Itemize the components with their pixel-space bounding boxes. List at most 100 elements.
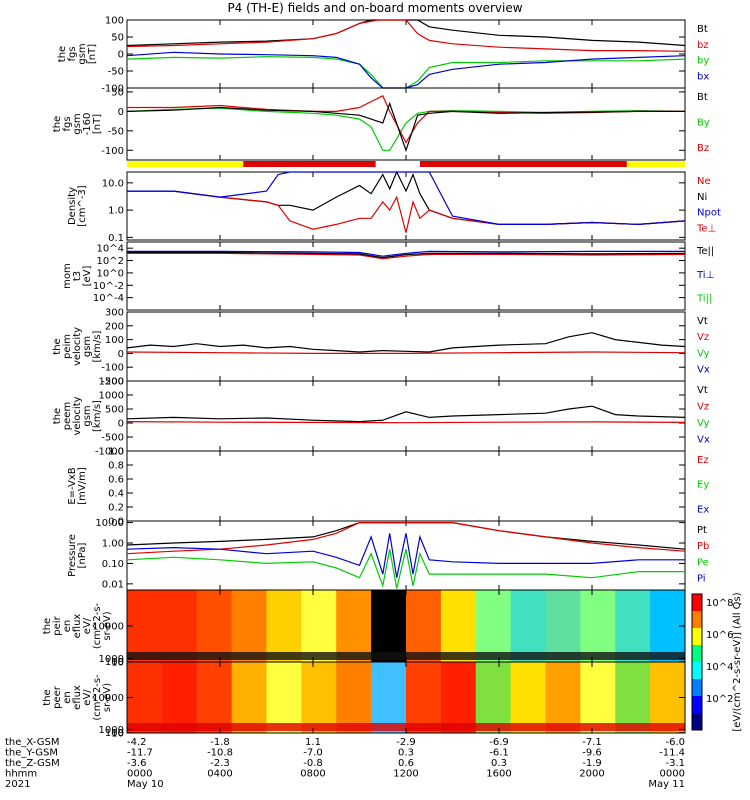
spectrogram-band xyxy=(371,590,407,662)
spectrogram-band xyxy=(196,662,233,733)
legend-entry: Te|| xyxy=(696,246,714,257)
y-tick-label: 0.4 xyxy=(108,489,124,500)
y-axis-label: eflux xyxy=(72,614,83,639)
colorbar-segment xyxy=(692,628,702,646)
series-line-by xyxy=(127,94,685,144)
y-tick-label: 10 xyxy=(111,728,124,739)
y-tick-label: 500 xyxy=(105,405,124,416)
spectrogram-band xyxy=(231,590,267,662)
series-line-tpar xyxy=(127,251,686,259)
y-tick-label: 1.0 xyxy=(108,447,124,458)
footer-value: 0000 xyxy=(660,769,685,780)
y-tick-label: 10.00 xyxy=(95,518,124,529)
legend-entry: Vt xyxy=(697,316,708,327)
legend-entry: Bt xyxy=(697,24,708,35)
footer-value: -7.1 xyxy=(582,737,602,748)
y-tick-label: -100 xyxy=(101,146,124,157)
spectrogram-band xyxy=(301,662,337,733)
y-tick-label: 1000 xyxy=(99,725,124,736)
spectrogram-band xyxy=(510,662,546,733)
spectrogram-band xyxy=(161,590,198,662)
footer-value: May 11 xyxy=(648,779,685,790)
spectrogram-band xyxy=(161,662,198,733)
y-axis-label: [nT] xyxy=(92,114,103,134)
y-tick-label: 10^-2 xyxy=(93,281,124,292)
y-tick-label: 100 xyxy=(105,16,124,27)
legend-entry: Ni xyxy=(697,192,707,203)
colorbar-segment xyxy=(692,645,702,663)
spectrogram-band xyxy=(406,590,442,662)
y-tick-label: 1500 xyxy=(99,377,124,388)
y-axis-label: the xyxy=(42,618,53,634)
y-tick-label: 10^0 xyxy=(97,268,124,279)
y-axis-label: fgs xyxy=(67,46,78,61)
y-axis-label: (cm^2-s- xyxy=(92,674,103,721)
y-tick-label: -50 xyxy=(108,67,124,78)
legend-entry: bz xyxy=(697,40,709,51)
y-tick-label: 10 xyxy=(111,657,124,668)
spectrogram-low-band xyxy=(127,723,685,731)
y-tick-label: -100 xyxy=(101,363,124,374)
series-line-te xyxy=(127,252,686,260)
footer-value: 0800 xyxy=(300,769,325,780)
panel-frame xyxy=(126,520,686,591)
y-tick-label: 10000 xyxy=(92,622,124,633)
footer-row-label: hhmm xyxy=(5,769,37,780)
series-line-npot xyxy=(127,171,686,226)
y-tick-label: 10000 xyxy=(92,693,124,704)
y-tick-label: 0 xyxy=(118,107,124,118)
footer-value: May 10 xyxy=(127,779,164,790)
series-line-vt xyxy=(126,332,686,353)
y-tick-label: 0.8 xyxy=(108,461,124,472)
colorbar-segment xyxy=(692,679,702,697)
footer-value: 0000 xyxy=(127,769,152,780)
legend-entry: Pe xyxy=(697,557,709,568)
legend-entry: Vt xyxy=(697,385,708,396)
footer-row-label: the_Z-GSM xyxy=(5,758,60,769)
y-tick-label: 10^2 xyxy=(97,256,124,267)
y-tick-label: 1000 xyxy=(99,654,124,665)
y-axis-label: peir xyxy=(52,615,63,635)
y-tick-label: 0.1 xyxy=(108,233,124,244)
y-axis-label: peer xyxy=(52,685,63,709)
y-axis-label: [nT] xyxy=(87,44,98,64)
footer-value: -6.9 xyxy=(489,737,509,748)
y-axis-label: en xyxy=(62,691,73,704)
mode-bar-segment xyxy=(127,161,244,167)
legend-entry: Vy xyxy=(697,348,710,359)
y-axis-label: peim xyxy=(62,334,73,359)
y-tick-label: 0.6 xyxy=(108,475,124,486)
y-axis-label: peem xyxy=(62,402,73,430)
panel-frame xyxy=(126,450,686,522)
spectrogram-band xyxy=(440,590,477,662)
spectrogram-band xyxy=(475,662,512,733)
y-tick-label: 0.2 xyxy=(108,503,124,514)
legend-entry: Vy xyxy=(697,418,710,429)
legend-entry: bx xyxy=(697,72,709,83)
spectrogram-band xyxy=(615,662,651,733)
y-tick-label: 0.10 xyxy=(102,559,124,570)
y-tick-label: 1000 xyxy=(99,391,124,402)
spectrogram-band xyxy=(545,662,581,733)
footer-value: 0.6 xyxy=(398,758,414,769)
y-tick-label: 300 xyxy=(105,308,124,319)
footer-value: -1.9 xyxy=(582,758,602,769)
y-axis-label: [eV] xyxy=(82,266,93,287)
series-line-vt xyxy=(126,405,686,423)
colorbar-tick-label: 10^6 xyxy=(706,630,733,641)
footer-row-label: 2021 xyxy=(5,779,30,790)
legend-entry: Pt xyxy=(697,525,707,536)
y-axis-label: -160 xyxy=(82,113,93,136)
panel-frame xyxy=(126,311,686,382)
y-axis-label: (cm^2-s- xyxy=(92,602,103,649)
y-tick-label: 100 xyxy=(105,728,124,739)
y-axis-label: [mV/m] xyxy=(77,467,88,505)
y-axis-label: velocity xyxy=(72,327,83,366)
colorbar-segment xyxy=(692,611,702,629)
series-line-ni xyxy=(127,170,686,226)
y-axis-label: the xyxy=(42,689,53,705)
y-axis-label: eV/ xyxy=(82,617,93,634)
legend-entry: Npot xyxy=(697,208,721,219)
legend-entry: By xyxy=(697,118,710,129)
